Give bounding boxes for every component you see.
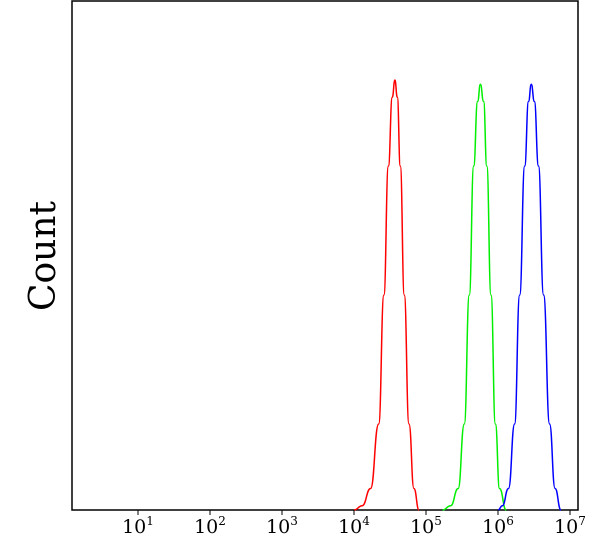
series-layer [353, 79, 562, 511]
series-line-3 [497, 83, 562, 511]
x-tick-label-2: 102 [194, 514, 226, 538]
series-line-2 [442, 83, 507, 511]
x-tick-label-1: 101 [122, 514, 154, 538]
series-line-1 [353, 79, 420, 511]
y-axis-label: Count [23, 200, 64, 311]
x-tick-label-3: 103 [266, 514, 298, 538]
x-tick-label-5: 105 [410, 514, 442, 538]
x-tick-label-7: 107 [554, 514, 586, 538]
plot-frame [71, 0, 579, 511]
x-tick-label-4: 104 [338, 514, 370, 538]
x-tick-label-6: 106 [482, 514, 514, 538]
x-axis: 101 102 103 104 105 106 107 [122, 510, 586, 538]
